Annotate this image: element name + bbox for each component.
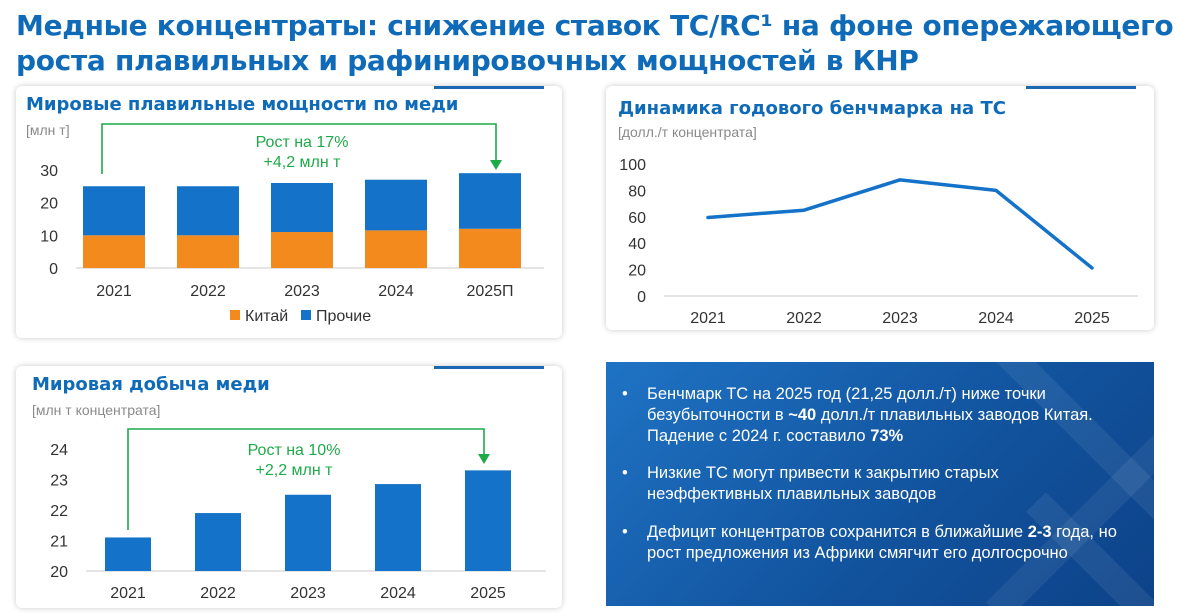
legend-swatch-other bbox=[301, 310, 311, 320]
x-tick-label: 2023 bbox=[882, 310, 918, 327]
bar-other bbox=[271, 182, 333, 233]
x-tick-label: 2022 bbox=[190, 283, 226, 300]
y-tick-label: 10 bbox=[40, 228, 58, 245]
y-tick-label: 100 bbox=[619, 157, 646, 174]
panel-accent-bar bbox=[434, 86, 544, 89]
y-tick-label: 21 bbox=[50, 534, 68, 551]
bar-mining bbox=[465, 470, 511, 571]
x-tick-label: 2023 bbox=[284, 283, 320, 300]
x-tick-label: 2025 bbox=[1074, 310, 1110, 327]
key-points-panel: • Бенчмарк TC на 2025 год (21,25 долл./т… bbox=[606, 362, 1154, 606]
y-tick-label: 20 bbox=[50, 564, 68, 581]
x-tick-label: 2021 bbox=[96, 283, 132, 300]
benchmark-series-line bbox=[706, 178, 1094, 270]
smelting-chart: 0 10 20 30 2021 2022 2023 2024 2025П Рост на 17% +… bbox=[40, 123, 544, 325]
x-tick-label: 2022 bbox=[200, 585, 236, 602]
y-tick-label: 24 bbox=[50, 442, 68, 459]
x-tick-label: 2024 bbox=[978, 310, 1014, 327]
growth-annotation-line1: Рост на 10% bbox=[248, 442, 341, 459]
bullet-dot-icon: • bbox=[622, 385, 628, 403]
growth-annotation-line2: +2,2 млн т bbox=[256, 462, 334, 479]
legend-label-other: Прочие bbox=[316, 308, 371, 325]
growth-bracket-line bbox=[101, 123, 497, 174]
y-tick-label: 80 bbox=[628, 183, 646, 200]
benchmark-chart: 0 20 40 60 80 100 2021 2022 2023 2024 2025 bbox=[619, 157, 1138, 327]
growth-bracket-line bbox=[127, 428, 485, 530]
y-tick-label: 23 bbox=[50, 473, 68, 490]
smelting-chart-title: Мировые плавильные мощности по меди bbox=[26, 94, 459, 115]
bar-china bbox=[459, 228, 521, 268]
x-tick-label: 2021 bbox=[690, 310, 726, 327]
x-tick-label: 2025П bbox=[466, 283, 513, 300]
mining-chart-title: Мировая добыча меди bbox=[32, 374, 270, 395]
bar-mining bbox=[285, 494, 331, 571]
y-tick-label: 0 bbox=[637, 289, 646, 306]
bar-mining bbox=[375, 484, 421, 571]
y-tick-label: 30 bbox=[40, 163, 58, 180]
legend-swatch-china bbox=[230, 310, 240, 320]
benchmark-unit-label: [долл./т концентрата] bbox=[618, 124, 757, 140]
y-tick-label: 20 bbox=[628, 263, 646, 280]
bar-other bbox=[177, 186, 239, 236]
y-tick-label: 0 bbox=[49, 261, 58, 278]
background-pattern bbox=[986, 362, 1154, 606]
bar-mining bbox=[105, 537, 151, 571]
bullet-dot-icon: • bbox=[622, 523, 628, 541]
bar-mining bbox=[195, 513, 241, 571]
bullet-text: Низкие TC могут привести к закрытию стар… bbox=[647, 464, 999, 503]
bar-china bbox=[365, 230, 427, 268]
y-tick-label: 40 bbox=[628, 236, 646, 253]
mining-unit-label: [млн т концентрата] bbox=[32, 402, 161, 418]
growth-annotation-line1: Рост на 17% bbox=[256, 134, 349, 151]
y-tick-label: 60 bbox=[628, 210, 646, 227]
x-tick-label: 2024 bbox=[378, 283, 414, 300]
bullet-text: Бенчмарк TC на 2025 год (21,25 долл./т) … bbox=[647, 385, 1093, 445]
benchmark-chart-title: Динамика годового бенчмарка на TC bbox=[618, 98, 1006, 119]
growth-arrow-icon bbox=[490, 160, 502, 170]
x-tick-label: 2025 bbox=[470, 585, 506, 602]
growth-annotation-line2: +4,2 млн т bbox=[264, 154, 342, 171]
smelting-unit-label: [млн т] bbox=[26, 122, 70, 138]
bar-other bbox=[365, 179, 427, 231]
bar-china bbox=[177, 235, 239, 268]
bar-other bbox=[459, 173, 521, 229]
bullet-text: Дефицит концентратов сохранится в ближай… bbox=[647, 523, 1117, 562]
growth-arrow-icon bbox=[478, 454, 490, 464]
y-tick-label: 22 bbox=[50, 503, 68, 520]
bar-other bbox=[83, 186, 145, 236]
smelting-capacity-panel: Мировые плавильные мощности по меди [млн… bbox=[16, 86, 562, 338]
panel-accent-bar bbox=[1026, 86, 1136, 89]
legend-label-china: Китай bbox=[245, 308, 288, 325]
x-tick-label: 2021 bbox=[110, 585, 146, 602]
x-tick-label: 2022 bbox=[786, 310, 822, 327]
bullet-dot-icon: • bbox=[622, 464, 628, 482]
page-title: Медные концентраты: снижение ставок TC/R… bbox=[16, 9, 1174, 77]
panel-accent-bar bbox=[434, 366, 544, 369]
bar-china bbox=[83, 235, 145, 268]
bar-china bbox=[271, 232, 333, 268]
mining-panel: Мировая добыча меди [млн т концентрата] … bbox=[16, 366, 562, 608]
x-tick-label: 2023 bbox=[290, 585, 326, 602]
x-tick-label: 2024 bbox=[380, 585, 416, 602]
benchmark-panel: Динамика годового бенчмарка на TC [долл.… bbox=[606, 86, 1154, 330]
y-tick-label: 20 bbox=[40, 196, 58, 213]
